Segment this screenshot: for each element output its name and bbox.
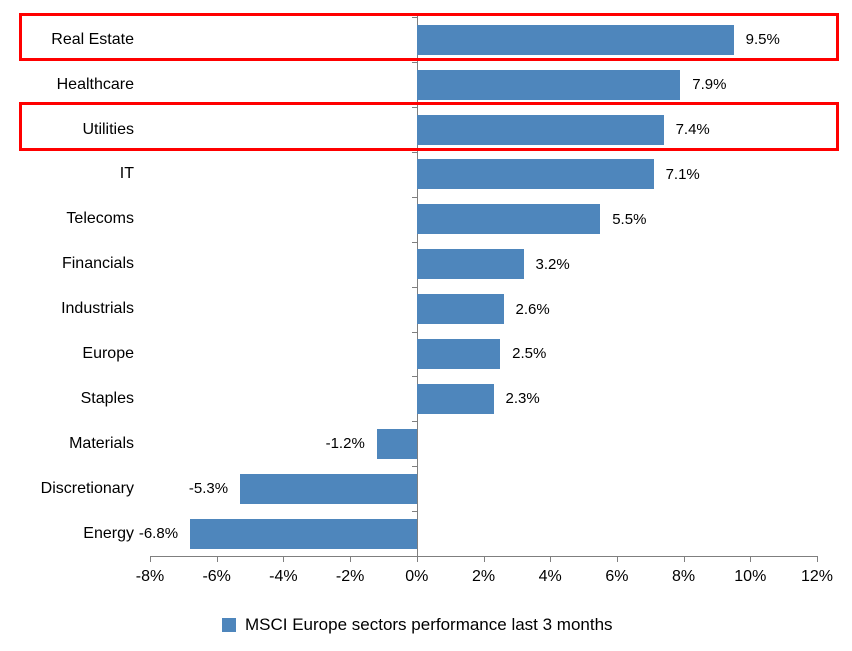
category-axis-tick xyxy=(411,241,417,243)
value-axis-tick-label: -8% xyxy=(135,568,165,585)
category-axis-tick xyxy=(411,511,417,513)
value-axis-line xyxy=(150,556,818,557)
legend-marker-icon xyxy=(222,618,236,632)
value-label-telecoms: 5.5% xyxy=(612,210,647,228)
category-label-utilities: Utilities xyxy=(82,120,134,138)
value-axis-tick-label: -6% xyxy=(202,568,231,585)
bar-staples xyxy=(416,383,494,414)
value-axis-tick xyxy=(483,557,485,562)
bar-materials xyxy=(376,428,417,459)
value-label-discretionary: -5.3% xyxy=(188,480,229,498)
category-label-industrials: Industrials xyxy=(61,300,134,318)
category-label-financials: Financials xyxy=(61,255,134,273)
value-axis-tick xyxy=(416,557,418,562)
value-label-utilities: 7.4% xyxy=(675,121,710,139)
legend: MSCI Europe sectors performance last 3 m… xyxy=(222,615,613,635)
bar-utilities xyxy=(416,114,664,145)
value-label-it: 7.1% xyxy=(665,165,700,183)
bar-discretionary xyxy=(240,473,417,504)
value-axis-tick xyxy=(817,557,818,562)
bar-industrials xyxy=(416,294,504,325)
category-label-staples: Staples xyxy=(80,389,134,407)
value-label-real-estate: 9.5% xyxy=(745,31,780,49)
bar-financials xyxy=(416,249,524,280)
category-axis-tick xyxy=(411,556,417,557)
category-axis-tick xyxy=(411,107,417,109)
category-axis-tick xyxy=(411,466,417,468)
value-axis-tick xyxy=(216,557,218,562)
value-axis-tick xyxy=(683,557,685,562)
category-axis-tick xyxy=(411,286,417,288)
category-axis-line xyxy=(416,14,418,556)
value-axis-tick-label: 10% xyxy=(734,568,767,585)
category-label-energy: Energy xyxy=(83,524,134,542)
category-axis-tick xyxy=(411,17,417,19)
bar-healthcare xyxy=(416,69,681,100)
category-axis-tick xyxy=(411,151,417,153)
category-axis-tick xyxy=(411,376,417,378)
category-label-it: IT xyxy=(119,165,134,183)
value-axis-tick xyxy=(550,557,552,562)
value-label-energy: -6.8% xyxy=(138,525,179,543)
value-label-staples: 2.3% xyxy=(505,390,540,408)
category-axis-tick xyxy=(411,62,417,64)
value-label-financials: 3.2% xyxy=(535,255,570,273)
category-label-telecoms: Telecoms xyxy=(66,210,134,228)
category-label-healthcare: Healthcare xyxy=(56,75,134,93)
category-axis-tick xyxy=(411,331,417,333)
category-label-discretionary: Discretionary xyxy=(40,479,134,497)
value-axis-tick xyxy=(750,557,752,562)
value-axis-tick-label: 12% xyxy=(800,568,834,585)
value-label-materials: -1.2% xyxy=(325,435,365,453)
value-axis-tick xyxy=(283,557,285,562)
value-axis-tick-label: 0% xyxy=(405,568,429,585)
bar-real-estate xyxy=(416,24,734,55)
value-axis-tick-label: 6% xyxy=(605,568,629,585)
value-axis-tick xyxy=(350,557,352,562)
value-label-healthcare: 7.9% xyxy=(692,76,727,94)
value-axis-tick xyxy=(150,557,151,562)
value-label-industrials: 2.6% xyxy=(515,300,550,318)
category-label-materials: Materials xyxy=(69,434,134,452)
value-axis-tick xyxy=(616,557,618,562)
category-axis-tick xyxy=(411,421,417,423)
category-label-real-estate: Real Estate xyxy=(51,30,134,48)
category-label-europe: Europe xyxy=(82,344,134,362)
bar-energy xyxy=(190,518,417,549)
bar-europe xyxy=(416,338,501,369)
value-label-europe: 2.5% xyxy=(512,345,547,363)
value-axis-tick-label: 2% xyxy=(471,568,496,585)
value-axis-tick-label: -4% xyxy=(269,568,298,585)
value-axis-tick-label: 4% xyxy=(538,568,562,585)
category-axis-tick xyxy=(411,196,417,198)
value-axis-tick-label: -2% xyxy=(335,568,365,585)
legend-label: MSCI Europe sectors performance last 3 m… xyxy=(245,615,613,634)
bar-telecoms xyxy=(416,204,601,235)
bar-it xyxy=(416,159,654,190)
value-axis-tick-label: 8% xyxy=(672,568,696,585)
